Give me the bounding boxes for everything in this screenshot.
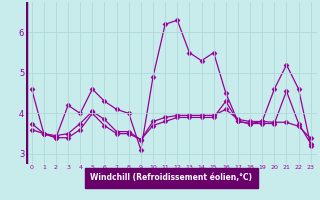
X-axis label: Windchill (Refroidissement éolien,°C): Windchill (Refroidissement éolien,°C) xyxy=(90,173,252,182)
